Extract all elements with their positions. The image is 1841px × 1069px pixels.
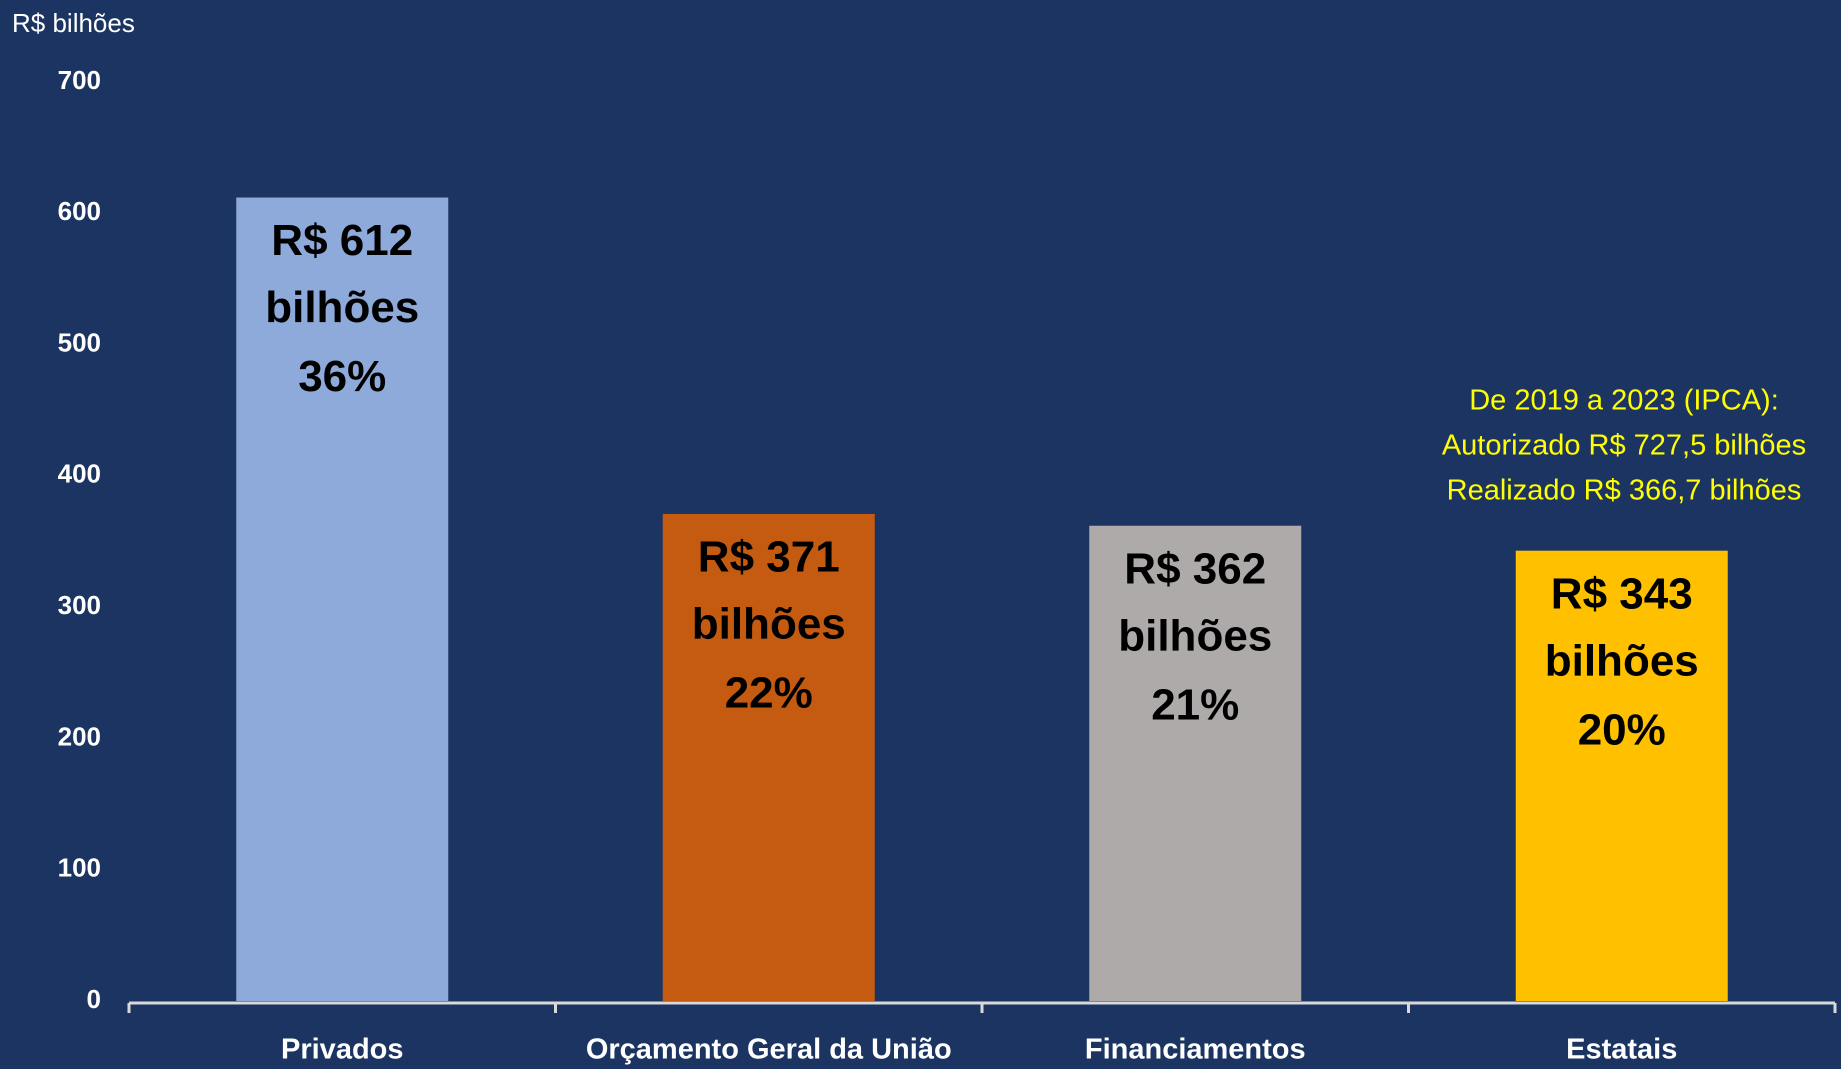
y-tick-label: 300: [58, 590, 101, 620]
y-tick-label: 0: [87, 984, 101, 1014]
x-tick-label: Orçamento Geral da União: [586, 1034, 952, 1066]
y-axis-label: R$ bilhões: [12, 8, 135, 38]
y-tick-label: 400: [58, 459, 101, 489]
x-tick-label: Estatais: [1566, 1034, 1677, 1066]
bar: [662, 513, 875, 1001]
x-tick-label: Privados: [281, 1034, 404, 1066]
value-label: R$ 371: [698, 533, 840, 582]
value-label: R$ 362: [1124, 544, 1266, 593]
share-label: 21%: [1151, 680, 1239, 729]
x-tick-label: Financiamentos: [1085, 1034, 1306, 1066]
value-label: bilhões: [692, 600, 846, 649]
bar: [236, 197, 449, 1001]
value-label: bilhões: [1118, 611, 1272, 660]
share-label: 36%: [298, 352, 386, 401]
y-tick-label: 500: [58, 327, 101, 357]
annotation: Realizado R$ 366,7 bilhões: [1447, 475, 1802, 507]
y-tick-label: 600: [58, 196, 101, 226]
y-tick-label: 200: [58, 721, 101, 751]
value-label: R$ 343: [1551, 569, 1693, 618]
y-tick-label: 700: [58, 65, 101, 95]
annotation: De 2019 a 2023 (IPCA):: [1469, 385, 1779, 417]
share-label: 20%: [1578, 705, 1666, 754]
annotation: Autorizado R$ 727,5 bilhões: [1442, 430, 1806, 462]
bar: [1089, 525, 1302, 1001]
value-label: R$ 612: [271, 216, 413, 265]
y-tick-label: 100: [58, 853, 101, 883]
bar: [1515, 550, 1728, 1001]
value-label: bilhões: [1545, 636, 1699, 685]
share-label: 22%: [725, 669, 813, 718]
value-label: bilhões: [265, 283, 419, 332]
